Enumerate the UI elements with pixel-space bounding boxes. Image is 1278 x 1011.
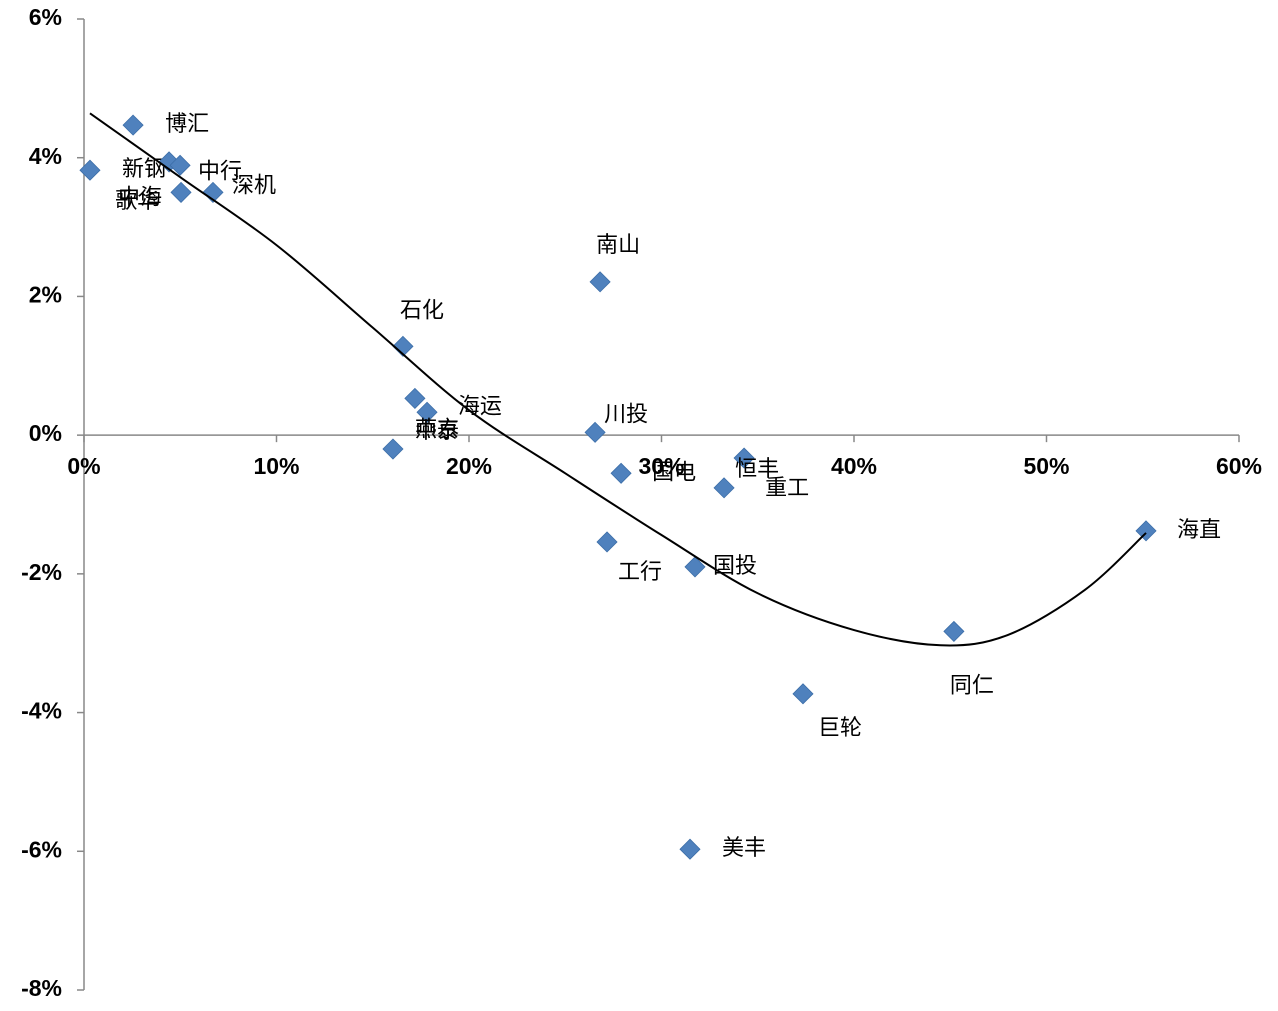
- point-label: 中泰: [415, 419, 459, 444]
- data-point: [382, 438, 404, 460]
- trend-line: [89, 112, 1147, 647]
- x-tick-label: 20%: [446, 453, 492, 479]
- data-point: [596, 531, 618, 553]
- point-label: 美丰: [722, 836, 766, 861]
- x-tick-label: 0%: [67, 453, 100, 479]
- x-tick-label: 40%: [831, 453, 877, 479]
- x-tick-label: 50%: [1023, 453, 1069, 479]
- point-label: 歌华: [115, 189, 159, 214]
- data-point: [170, 181, 192, 203]
- data-point: [684, 556, 706, 578]
- point-label: 石化: [400, 298, 444, 323]
- data-point: [713, 477, 735, 499]
- y-tick-label: -6%: [21, 836, 62, 862]
- point-label: 同仁: [950, 673, 994, 698]
- x-tick-label: 60%: [1216, 453, 1262, 479]
- data-point: [416, 401, 438, 423]
- point-label: 燕京: [415, 417, 459, 442]
- data-point: [733, 447, 755, 469]
- data-point: [589, 271, 611, 293]
- data-point: [1135, 520, 1157, 542]
- y-tick-label: -4%: [21, 698, 62, 724]
- y-tick-label: -2%: [21, 559, 62, 585]
- data-point: [792, 683, 814, 705]
- y-tick-label: 4%: [29, 143, 62, 169]
- data-point: [122, 114, 144, 136]
- point-label: 恒丰: [735, 457, 779, 482]
- y-tick-label: 0%: [29, 420, 62, 446]
- point-label: 国投: [713, 554, 757, 579]
- y-tick-label: 6%: [29, 4, 62, 30]
- point-label: 中行: [198, 159, 242, 184]
- data-point: [202, 181, 224, 203]
- data-point: [158, 151, 180, 173]
- data-point: [169, 154, 191, 176]
- data-point: [610, 462, 632, 484]
- point-label: 工行: [618, 560, 662, 585]
- point-label: 川投: [604, 402, 648, 427]
- data-point: [392, 335, 414, 357]
- y-tick-label: 2%: [29, 282, 62, 308]
- data-point: [943, 620, 965, 642]
- point-label: 海直: [1177, 518, 1221, 543]
- point-label: 重工: [765, 476, 809, 501]
- point-label: 中海: [118, 185, 162, 210]
- point-label: 博汇: [165, 112, 209, 137]
- x-tick-label: 10%: [253, 453, 299, 479]
- point-label: 深机: [232, 173, 276, 198]
- x-tick-label: 30%: [638, 453, 684, 479]
- point-label: 巨轮: [818, 716, 862, 741]
- y-tick-label: -8%: [21, 975, 62, 1001]
- data-point: [679, 838, 701, 860]
- point-label: 南山: [596, 233, 640, 258]
- data-point: [79, 159, 101, 181]
- data-point: [584, 421, 606, 443]
- data-point: [404, 387, 426, 409]
- point-label: 国电: [652, 460, 696, 485]
- point-label: 新钢: [122, 157, 166, 182]
